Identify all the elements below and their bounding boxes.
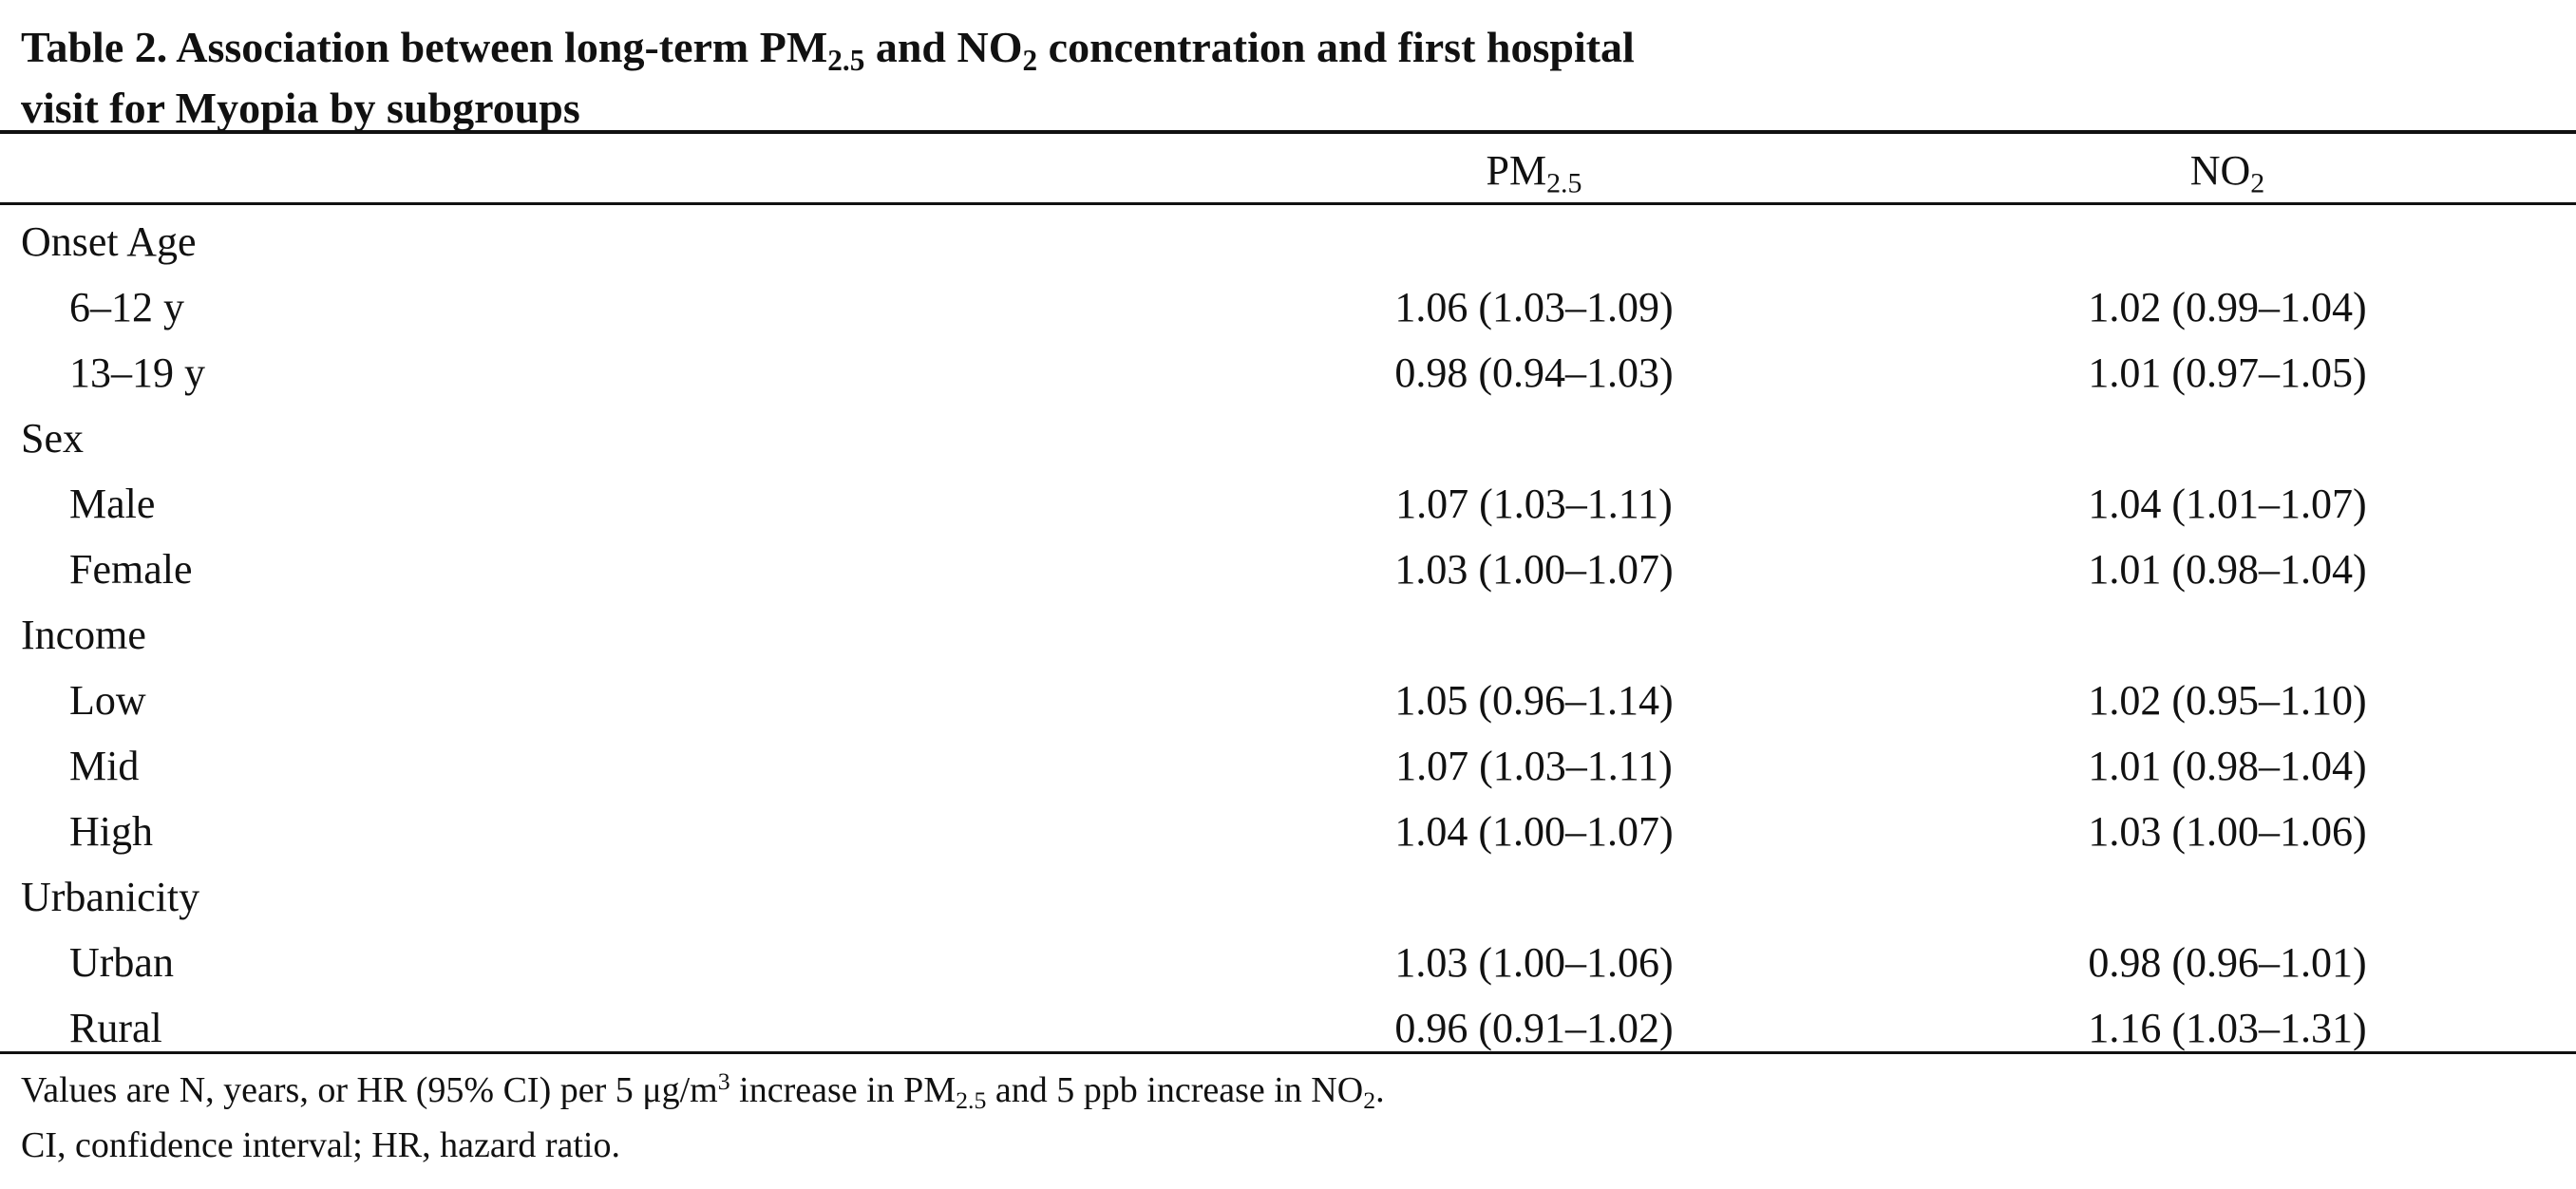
cell-pm25-hr: 1.03 (1.00–1.07) bbox=[1394, 546, 1674, 593]
cell-no2-hr: 1.01 (0.98–1.04) bbox=[2088, 546, 2367, 593]
row-label: 6–12 y bbox=[69, 284, 184, 330]
table-top-rule bbox=[0, 130, 2576, 134]
cell-pm25-hr: 1.07 (1.03–1.11) bbox=[1395, 481, 1673, 527]
footnote-values-text-2: increase in PM bbox=[729, 1070, 957, 1110]
cell-no2-hr: 0.98 (0.96–1.01) bbox=[2088, 939, 2367, 986]
cell-pm25-hr: 0.98 (0.94–1.03) bbox=[1394, 349, 1674, 396]
table-title-text-3: concentration and first hospital bbox=[1037, 23, 1635, 71]
table-title-text-2: and NO bbox=[864, 23, 1023, 71]
row-label: Low bbox=[69, 677, 146, 724]
table-row: Male 1.07 (1.03–1.11) 1.04 (1.01–1.07) bbox=[0, 471, 2576, 537]
table-row: 13–19 y 0.98 (0.94–1.03) 1.01 (0.97–1.05) bbox=[0, 340, 2576, 406]
group-label: Sex bbox=[21, 415, 84, 462]
cell-no2-hr: 1.01 (0.98–1.04) bbox=[2088, 743, 2367, 789]
footnote-values: Values are N, years, or HR (95% CI) per … bbox=[21, 1066, 1385, 1115]
footnote-values-text-3: and 5 ppb increase in NO bbox=[986, 1070, 1364, 1110]
cell-no2-hr: 1.16 (1.03–1.31) bbox=[2088, 1005, 2367, 1051]
table-row: Low 1.05 (0.96–1.14) 1.02 (0.95–1.10) bbox=[0, 668, 2576, 733]
table-row: Mid 1.07 (1.03–1.11) 1.01 (0.98–1.04) bbox=[0, 733, 2576, 799]
table-title-line-2: visit for Myopia by subgroups bbox=[21, 84, 580, 132]
table-bottom-rule bbox=[0, 1051, 2576, 1054]
table-title-label: Table 2. bbox=[21, 23, 168, 71]
row-label: 13–19 y bbox=[69, 349, 205, 396]
table-title: Table 2. Association between long-term P… bbox=[21, 17, 2548, 139]
footnote-pm-subscript: 2.5 bbox=[956, 1086, 987, 1115]
column-header-no2-main: NO bbox=[2189, 147, 2251, 194]
table-group-row: Sex bbox=[0, 406, 2576, 471]
table-header-rule bbox=[0, 202, 2576, 205]
column-header-no2-subscript: 2 bbox=[2250, 167, 2265, 199]
cell-no2-hr: 1.02 (0.95–1.10) bbox=[2088, 677, 2367, 724]
table-group-row: Urbanicity bbox=[0, 864, 2576, 930]
cell-pm25-hr: 0.96 (0.91–1.02) bbox=[1394, 1005, 1674, 1051]
table-title-line-1: Table 2. Association between long-term P… bbox=[21, 17, 2548, 78]
footnote-values-text-4: . bbox=[1375, 1070, 1385, 1110]
table-row: Urban 1.03 (1.00–1.06) 0.98 (0.96–1.01) bbox=[0, 930, 2576, 995]
column-header-no2: NO2 bbox=[2037, 142, 2417, 199]
column-header-pm25-subscript: 2.5 bbox=[1546, 167, 1582, 199]
footnote-superscript: 3 bbox=[717, 1067, 730, 1096]
cell-pm25-hr: 1.05 (0.96–1.14) bbox=[1394, 677, 1674, 724]
cell-pm25-hr: 1.03 (1.00–1.06) bbox=[1394, 939, 1674, 986]
cell-pm25-hr: 1.06 (1.03–1.09) bbox=[1394, 284, 1674, 330]
table-title-pm-subscript: 2.5 bbox=[827, 43, 865, 77]
cell-pm25-hr: 1.04 (1.00–1.07) bbox=[1394, 808, 1674, 855]
row-label: Mid bbox=[69, 743, 140, 789]
table-title-no-subscript: 2 bbox=[1022, 43, 1038, 77]
table-group-row: Onset Age bbox=[0, 209, 2576, 274]
row-label: Male bbox=[69, 481, 156, 527]
column-header-pm25: PM2.5 bbox=[1344, 142, 1724, 199]
cell-no2-hr: 1.04 (1.01–1.07) bbox=[2088, 481, 2367, 527]
table-group-row: Income bbox=[0, 602, 2576, 668]
table-row: 6–12 y 1.06 (1.03–1.09) 1.02 (0.99–1.04) bbox=[0, 274, 2576, 340]
row-label: High bbox=[69, 808, 153, 855]
cell-no2-hr: 1.03 (1.00–1.06) bbox=[2088, 808, 2367, 855]
table-row: High 1.04 (1.00–1.07) 1.03 (1.00–1.06) bbox=[0, 799, 2576, 864]
row-label: Female bbox=[69, 546, 193, 593]
table-row: Female 1.03 (1.00–1.07) 1.01 (0.98–1.04) bbox=[0, 537, 2576, 602]
footnote-abbreviations: CI, confidence interval; HR, hazard rati… bbox=[21, 1125, 620, 1165]
table-title-text: Association between long-term PM bbox=[176, 23, 828, 71]
row-label: Rural bbox=[69, 1005, 162, 1051]
column-header-pm25-main: PM bbox=[1486, 147, 1547, 194]
group-label: Onset Age bbox=[21, 218, 197, 265]
footnote-values-text: Values are N, years, or HR (95% CI) per … bbox=[21, 1070, 718, 1110]
group-label: Income bbox=[21, 612, 146, 658]
group-label: Urbanicity bbox=[21, 874, 200, 920]
cell-no2-hr: 1.02 (0.99–1.04) bbox=[2088, 284, 2367, 330]
table-row: Rural 0.96 (0.91–1.02) 1.16 (1.03–1.31) bbox=[0, 995, 2576, 1061]
row-label: Urban bbox=[69, 939, 174, 986]
footnote-no-subscript: 2 bbox=[1363, 1086, 1376, 1115]
cell-no2-hr: 1.01 (0.97–1.05) bbox=[2088, 349, 2367, 396]
cell-pm25-hr: 1.07 (1.03–1.11) bbox=[1395, 743, 1673, 789]
table-body: Onset Age 6–12 y 1.06 (1.03–1.09) 1.02 (0.9… bbox=[0, 209, 2576, 1061]
